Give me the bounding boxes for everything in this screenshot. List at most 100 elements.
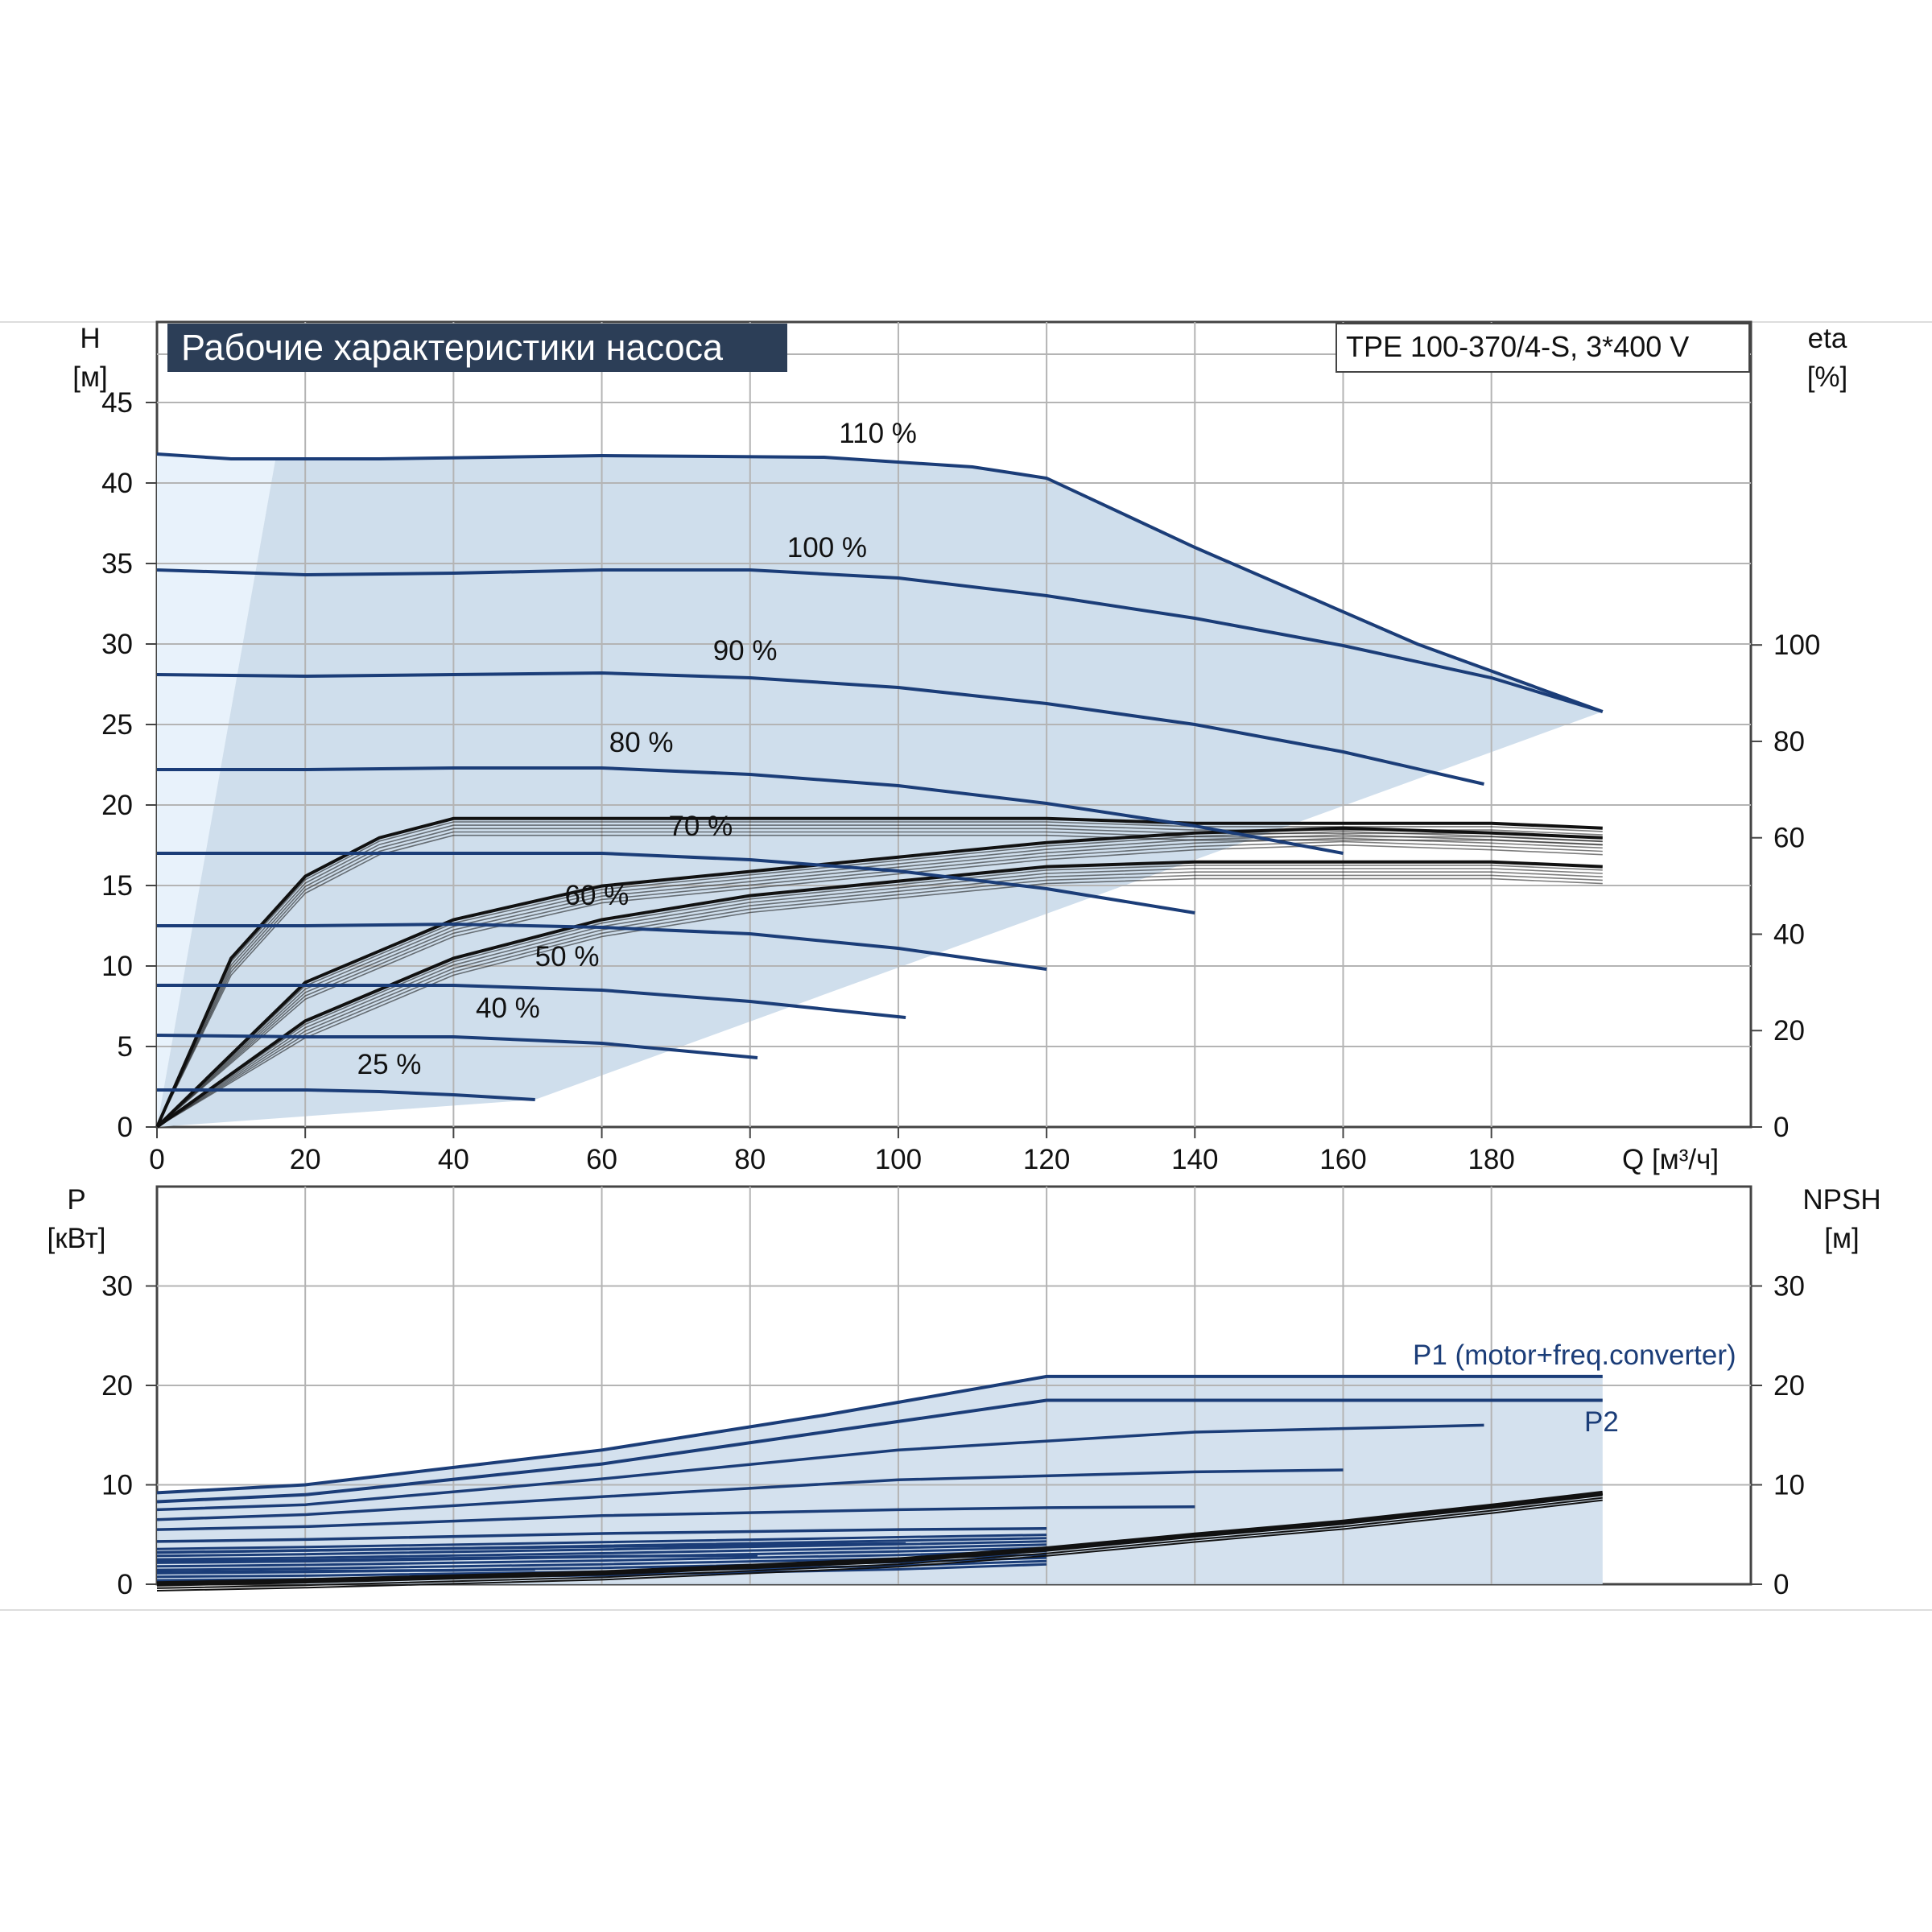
power-curve [156,1543,1047,1561]
efficiency-curve [156,834,1603,1128]
efficiency-curve [156,837,1603,1128]
npsh-curve [156,1490,1604,1586]
efficiency-curve [156,824,1603,1128]
head-curve [157,984,906,1019]
y-tick-label: 0 [118,1112,133,1143]
p2-label: P2 [1584,1406,1619,1438]
npsh-axis-title: NPSH [1802,1184,1880,1216]
npsh-curve [156,1496,1603,1589]
x-tick-label: 180 [1468,1144,1514,1175]
efficiency-curve [156,831,1603,1128]
npsh-tick-label: 30 [1773,1271,1805,1302]
power-curve [156,1423,1484,1512]
head-curve [157,766,1344,855]
efficiency-curve [155,826,1603,1129]
title-box [167,324,787,372]
curve-label: 110 % [839,418,917,449]
head-curves [155,452,1604,1129]
p-tick-label: 0 [118,1569,133,1600]
head-curve [157,922,1047,971]
y-tick-label: 45 [101,387,133,419]
x-tick-label: 40 [438,1144,469,1175]
npsh-axis-unit: [м] [1824,1223,1860,1254]
model-box [1335,323,1750,373]
npsh-curve [156,1494,1603,1587]
curve-label: 70 % [668,811,733,842]
power-panel: 0 10 20 30 0 10 20 30 P [кВт] NPSH [м] P1 (moto… [47,1184,1881,1600]
npsh-tick-label: 10 [1773,1470,1805,1501]
y2-tick-label: 20 [1773,1015,1805,1046]
efficiency-curve [156,834,1603,1128]
curve-labels: 110 % 100 % 90 % 80 % 70 % 60 % 50 % 40 % 25 % [357,418,917,1080]
efficiency-curve [156,871,1603,1128]
curve-label: 40 % [476,993,540,1024]
y-tick-label: 20 [101,790,133,821]
head-curve [157,852,1195,914]
power-curve [156,1374,1603,1495]
y-tick-label: 35 [101,548,133,580]
npsh-tick-label: 20 [1773,1370,1805,1402]
head-curve [156,1034,758,1059]
lower-grid [157,1187,1751,1584]
y2-tick-label: 0 [1773,1112,1789,1143]
x-tick-label: 120 [1023,1144,1070,1175]
x-tick-label: 80 [734,1144,766,1175]
y2-axis-title: eta [1808,323,1847,354]
upper-ticks: 0 20 40 60 80 100 120 140 160 180 0 5 10 15 20 25 30 35 40… [101,387,1820,1175]
head-curve [156,568,1604,713]
y-tick-label: 10 [101,951,133,982]
y-axis-unit: [м] [72,361,108,393]
power-curve [156,1398,1603,1504]
curve-label: 50 % [535,941,600,972]
operating-envelope [157,454,1603,1127]
curve-label: 90 % [713,635,778,667]
power-curve [156,1468,1344,1521]
power-curve [156,1505,1195,1531]
chart-title: Рабочие характеристики насоса [181,327,724,368]
power-curves [156,1374,1604,1591]
efficiency-curve [156,828,1603,1128]
efficiency-curve [155,860,1603,1129]
y-tick-label: 40 [101,468,133,499]
y-tick-label: 30 [101,629,133,660]
power-curve [156,1540,1047,1558]
power-curve [156,1527,1047,1543]
y-tick-label: 5 [118,1031,133,1063]
y2-tick-label: 40 [1773,919,1805,950]
x-tick-label: 100 [875,1144,922,1175]
head-curve [156,671,1484,786]
power-curve [156,1534,1047,1550]
p-tick-label: 10 [101,1470,133,1501]
head-curve [157,1088,535,1101]
y-tick-label: 25 [101,709,133,741]
power-axis-title: P [67,1184,85,1216]
curve-label: 100 % [787,532,867,564]
p1-label: P1 (motor+freq.converter) [1413,1340,1736,1371]
x-tick-label: 0 [149,1144,164,1175]
npsh-tick-label: 0 [1773,1569,1789,1600]
efficiency-curve [155,816,1603,1128]
y2-tick-label: 80 [1773,726,1805,758]
lower-ticks: 0 10 20 30 0 10 20 30 [101,1271,1805,1601]
x-tick-label: 20 [290,1144,321,1175]
efficiency-curve [156,831,1603,1128]
efficiency-curve [156,874,1603,1128]
x-tick-label: 140 [1171,1144,1218,1175]
x-tick-label: 60 [586,1144,617,1175]
y2-tick-label: 100 [1773,630,1820,661]
head-curve [156,452,1604,713]
curve-label: 60 % [565,880,630,911]
power-axis-unit: [кВт] [47,1223,106,1254]
y-tick-label: 15 [101,870,133,902]
x-axis-title: Q [м³/ч] [1622,1144,1719,1175]
x-tick-label: 160 [1319,1144,1366,1175]
npsh-curve [156,1499,1603,1591]
model-name: TPE 100-370/4-S, 3*400 V [1346,330,1689,363]
efficiency-curve [156,877,1603,1128]
efficiency-curve [156,865,1603,1128]
head-panel: 0 20 40 60 80 100 120 140 160 180 0 5 10 15 20 25 30 35 40… [72,320,1848,1175]
power-curve [156,1546,1047,1564]
low-flow-zone [157,454,276,1127]
y2-axis-unit: [%] [1807,361,1848,393]
